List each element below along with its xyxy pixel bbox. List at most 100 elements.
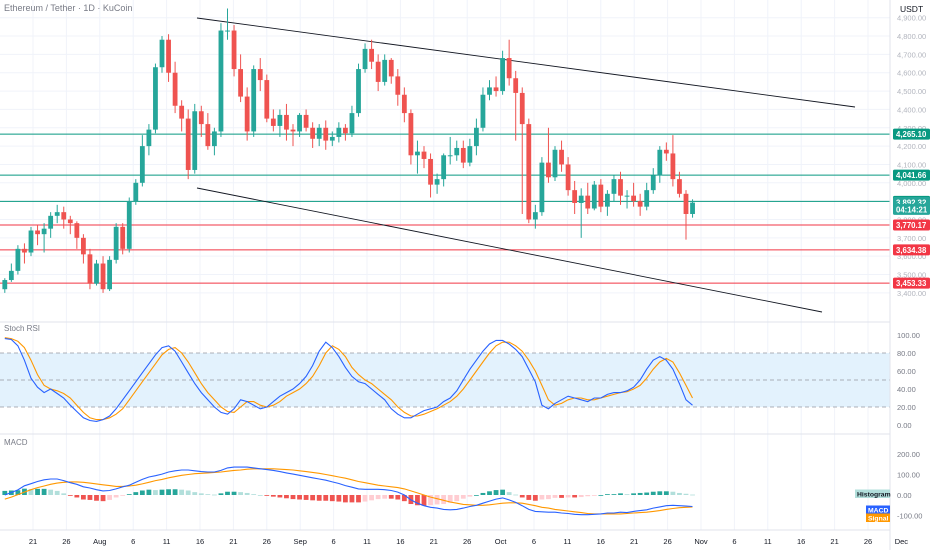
candle: [212, 127, 217, 156]
price-label-text: 04:14:21: [896, 205, 928, 214]
candle-body: [395, 76, 401, 95]
price-label-text: 3,453.33: [896, 279, 927, 288]
candle-body: [546, 162, 551, 178]
macd-histogram-bar: [565, 495, 571, 498]
time-tick: 26: [864, 537, 872, 546]
macd-histogram-bar: [618, 493, 623, 495]
candle-body: [48, 215, 54, 229]
trend-channel[interactable]: [196, 17, 856, 313]
candle-body: [310, 127, 316, 139]
candle: [303, 109, 309, 132]
price-label-resistance: 3,453.33: [893, 277, 930, 289]
candle-body: [434, 179, 440, 185]
price-label-timer: 04:14:21: [893, 203, 930, 215]
candle: [369, 39, 374, 70]
candle: [618, 171, 623, 205]
grid-layer: [0, 0, 932, 531]
candle: [251, 65, 257, 137]
macd-histogram-bar: [454, 495, 460, 502]
candle: [257, 58, 263, 92]
price-tick: 4,700.00: [897, 50, 926, 59]
candle: [447, 136, 453, 165]
macd-histogram-bar: [198, 493, 204, 495]
candle: [506, 39, 512, 86]
candle-body: [401, 94, 407, 114]
candle: [395, 69, 401, 106]
candle-body: [284, 114, 289, 130]
candle: [8, 263, 14, 282]
candle: [133, 179, 139, 205]
time-tick: 26: [463, 537, 471, 546]
candle-body: [421, 151, 427, 159]
price-label-badge: [893, 244, 930, 256]
macd-histogram-bar: [310, 495, 316, 501]
macd-histogram-bar: [637, 492, 643, 495]
price-tick: 3,400.00: [897, 289, 926, 298]
time-tick: 21: [430, 537, 438, 546]
candle: [657, 146, 663, 183]
candle-body: [474, 127, 479, 147]
macd-histogram-bar: [81, 495, 86, 500]
macd-legend-badge: [866, 505, 890, 514]
candlestick-series: [2, 8, 695, 293]
time-tick: 16: [597, 537, 605, 546]
price-label-text: 3,634.38: [896, 246, 927, 255]
candle-body: [369, 48, 374, 62]
price-label-text: 4,041.66: [896, 171, 927, 180]
macd-histogram-bar: [343, 495, 348, 503]
candle: [205, 113, 211, 150]
macd-histogram-bar: [552, 495, 558, 498]
stoch-rsi-tick: 80.00: [897, 349, 916, 358]
time-tick: 21: [630, 537, 638, 546]
candle-body: [87, 254, 93, 284]
macd-histogram-bar: [120, 495, 126, 496]
candle-body: [166, 39, 171, 73]
price-tick: 4,100.00: [897, 160, 926, 169]
currency-label[interactable]: USDT: [900, 4, 923, 14]
time-tick: Nov: [694, 537, 708, 546]
candle-body: [349, 113, 355, 134]
macd-histogram-bar: [251, 494, 257, 495]
candle-body: [81, 237, 86, 255]
candle-body: [415, 151, 420, 156]
stoch-rsi-tick: 60.00: [897, 367, 916, 376]
candle: [153, 63, 158, 134]
candle: [139, 135, 145, 187]
price-label-badge: [893, 128, 930, 140]
candle: [677, 171, 682, 198]
candle-body: [375, 61, 381, 82]
macd-histogram-bar: [539, 495, 545, 500]
candle-body: [159, 39, 165, 68]
candle: [591, 180, 597, 211]
macd-histogram-bar: [270, 495, 276, 497]
candle: [336, 122, 342, 143]
candle-body: [454, 147, 460, 156]
candle-body: [624, 195, 630, 197]
macd-legend-histogram: Histogram: [855, 489, 891, 499]
candle: [624, 190, 630, 209]
candle: [487, 80, 492, 101]
candle: [546, 127, 551, 183]
candle-body: [605, 193, 610, 207]
macd-histogram-bar: [35, 488, 40, 495]
price-label-text: 3,892.32: [896, 199, 927, 208]
candle-body: [526, 124, 532, 220]
macd-histogram-bar: [329, 495, 335, 502]
macd-histogram-bar: [336, 495, 342, 502]
candle-body: [631, 195, 636, 202]
candle-body: [257, 69, 263, 81]
time-tick: Aug: [93, 537, 106, 546]
price-label-support: 4,265.10: [893, 128, 930, 140]
price-label-badge: [893, 203, 930, 215]
time-tick: 26: [663, 537, 671, 546]
candle-body: [212, 131, 217, 147]
stoch-rsi-tick: 0.00: [897, 421, 912, 430]
macd-legend-text: Signal: [868, 516, 889, 523]
macd-histogram-bar: [231, 491, 237, 495]
candle: [277, 109, 283, 137]
price-label-badge: [893, 219, 930, 231]
macd-histogram-bar: [415, 495, 420, 506]
axis-panel-background: [890, 0, 932, 550]
price-axis-panel[interactable]: [889, 0, 932, 550]
